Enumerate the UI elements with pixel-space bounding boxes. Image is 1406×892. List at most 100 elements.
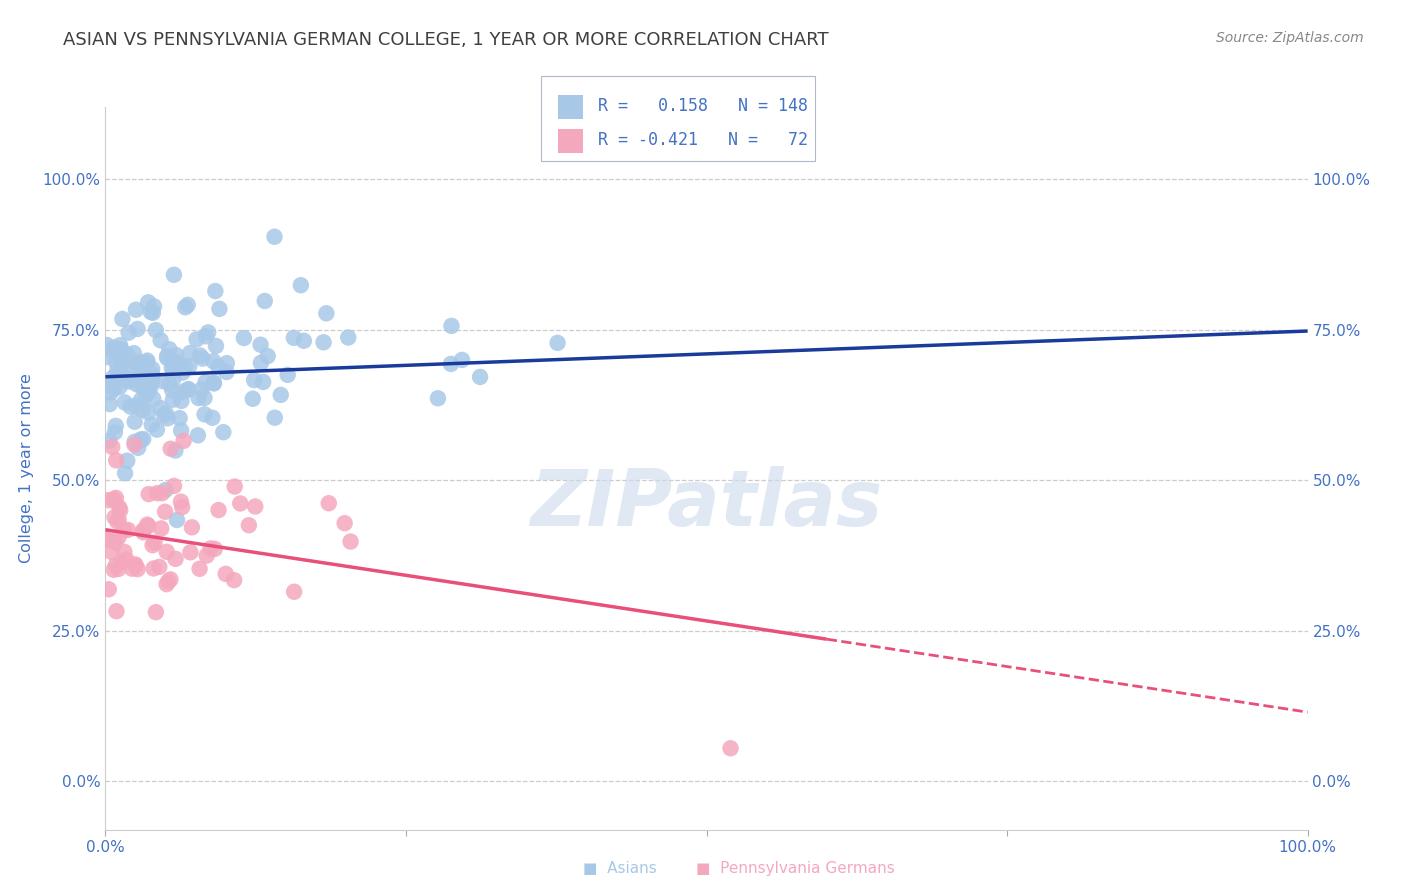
Point <box>105 453 128 467</box>
Point <box>165 443 187 458</box>
Point <box>290 278 312 293</box>
Point <box>104 558 127 572</box>
Point <box>136 405 159 419</box>
Point <box>103 344 125 359</box>
Point <box>121 562 143 576</box>
Point <box>131 381 153 395</box>
Point <box>159 573 181 587</box>
Point <box>129 364 152 378</box>
Point <box>100 545 122 559</box>
Point <box>172 384 194 399</box>
Point <box>108 500 131 515</box>
Point <box>170 494 193 508</box>
Point <box>114 395 136 409</box>
Point <box>152 374 174 388</box>
Point <box>122 346 145 360</box>
Point <box>205 339 228 353</box>
Point <box>253 293 276 308</box>
Point <box>159 442 181 456</box>
Point <box>157 574 180 589</box>
Point <box>204 541 226 556</box>
Point <box>179 359 201 373</box>
Text: ZIPatlas: ZIPatlas <box>530 467 883 542</box>
Point <box>187 391 209 405</box>
Point <box>124 434 146 449</box>
Point <box>149 334 172 348</box>
Point <box>127 322 149 336</box>
Point <box>204 284 226 298</box>
Point <box>188 562 211 576</box>
Point <box>114 467 136 481</box>
Point <box>208 301 231 316</box>
Point <box>249 337 271 351</box>
Point <box>100 385 122 400</box>
Point <box>124 438 146 452</box>
Point <box>245 500 267 514</box>
Point <box>132 524 155 538</box>
Point <box>142 561 165 575</box>
Point <box>177 298 200 312</box>
Point <box>170 424 193 438</box>
Point <box>111 354 134 368</box>
Point <box>179 346 201 360</box>
Point <box>139 380 162 394</box>
Point <box>103 510 125 524</box>
Point <box>207 503 229 517</box>
Point <box>160 360 183 375</box>
Point <box>107 513 129 527</box>
Point <box>131 402 153 417</box>
Text: ASIAN VS PENNSYLVANIA GERMAN COLLEGE, 1 YEAR OR MORE CORRELATION CHART: ASIAN VS PENNSYLVANIA GERMAN COLLEGE, 1 … <box>63 31 830 49</box>
Point <box>101 440 124 454</box>
Point <box>136 353 159 368</box>
Point <box>156 349 179 363</box>
Point <box>145 605 167 619</box>
Point <box>312 335 335 350</box>
Point <box>117 453 139 467</box>
Point <box>142 306 165 320</box>
Point <box>172 366 194 380</box>
Point <box>193 391 215 405</box>
Point <box>103 341 125 355</box>
Point <box>163 268 186 282</box>
Point <box>150 486 173 500</box>
Point <box>97 493 120 508</box>
Point <box>105 364 128 378</box>
Point <box>263 229 285 244</box>
Point <box>243 373 266 387</box>
Point <box>333 516 356 531</box>
Point <box>127 562 149 576</box>
Point <box>173 434 195 448</box>
Point <box>270 388 292 402</box>
Point <box>124 356 146 370</box>
Point <box>127 441 149 455</box>
Point <box>150 521 173 535</box>
Point <box>105 604 128 618</box>
Point <box>146 486 169 500</box>
Point <box>108 338 131 352</box>
Point <box>547 335 569 350</box>
Point <box>165 551 187 566</box>
Point <box>222 573 245 587</box>
Point <box>180 520 202 534</box>
Point <box>118 375 141 389</box>
Point <box>118 372 141 386</box>
Point <box>153 408 176 422</box>
Point <box>135 388 157 402</box>
Point <box>101 371 124 385</box>
Point <box>250 356 273 370</box>
Text: ■  Asians: ■ Asians <box>583 861 657 876</box>
Point <box>229 496 252 510</box>
Point <box>110 503 132 517</box>
Point <box>129 393 152 408</box>
Point <box>105 355 128 369</box>
Point <box>98 397 121 411</box>
Point <box>124 558 146 572</box>
Point <box>108 380 131 394</box>
Point <box>155 483 177 497</box>
Point <box>136 517 159 532</box>
Point <box>145 323 167 337</box>
Point <box>96 533 118 547</box>
Point <box>136 372 159 386</box>
Point <box>111 312 134 326</box>
Point <box>174 360 197 375</box>
